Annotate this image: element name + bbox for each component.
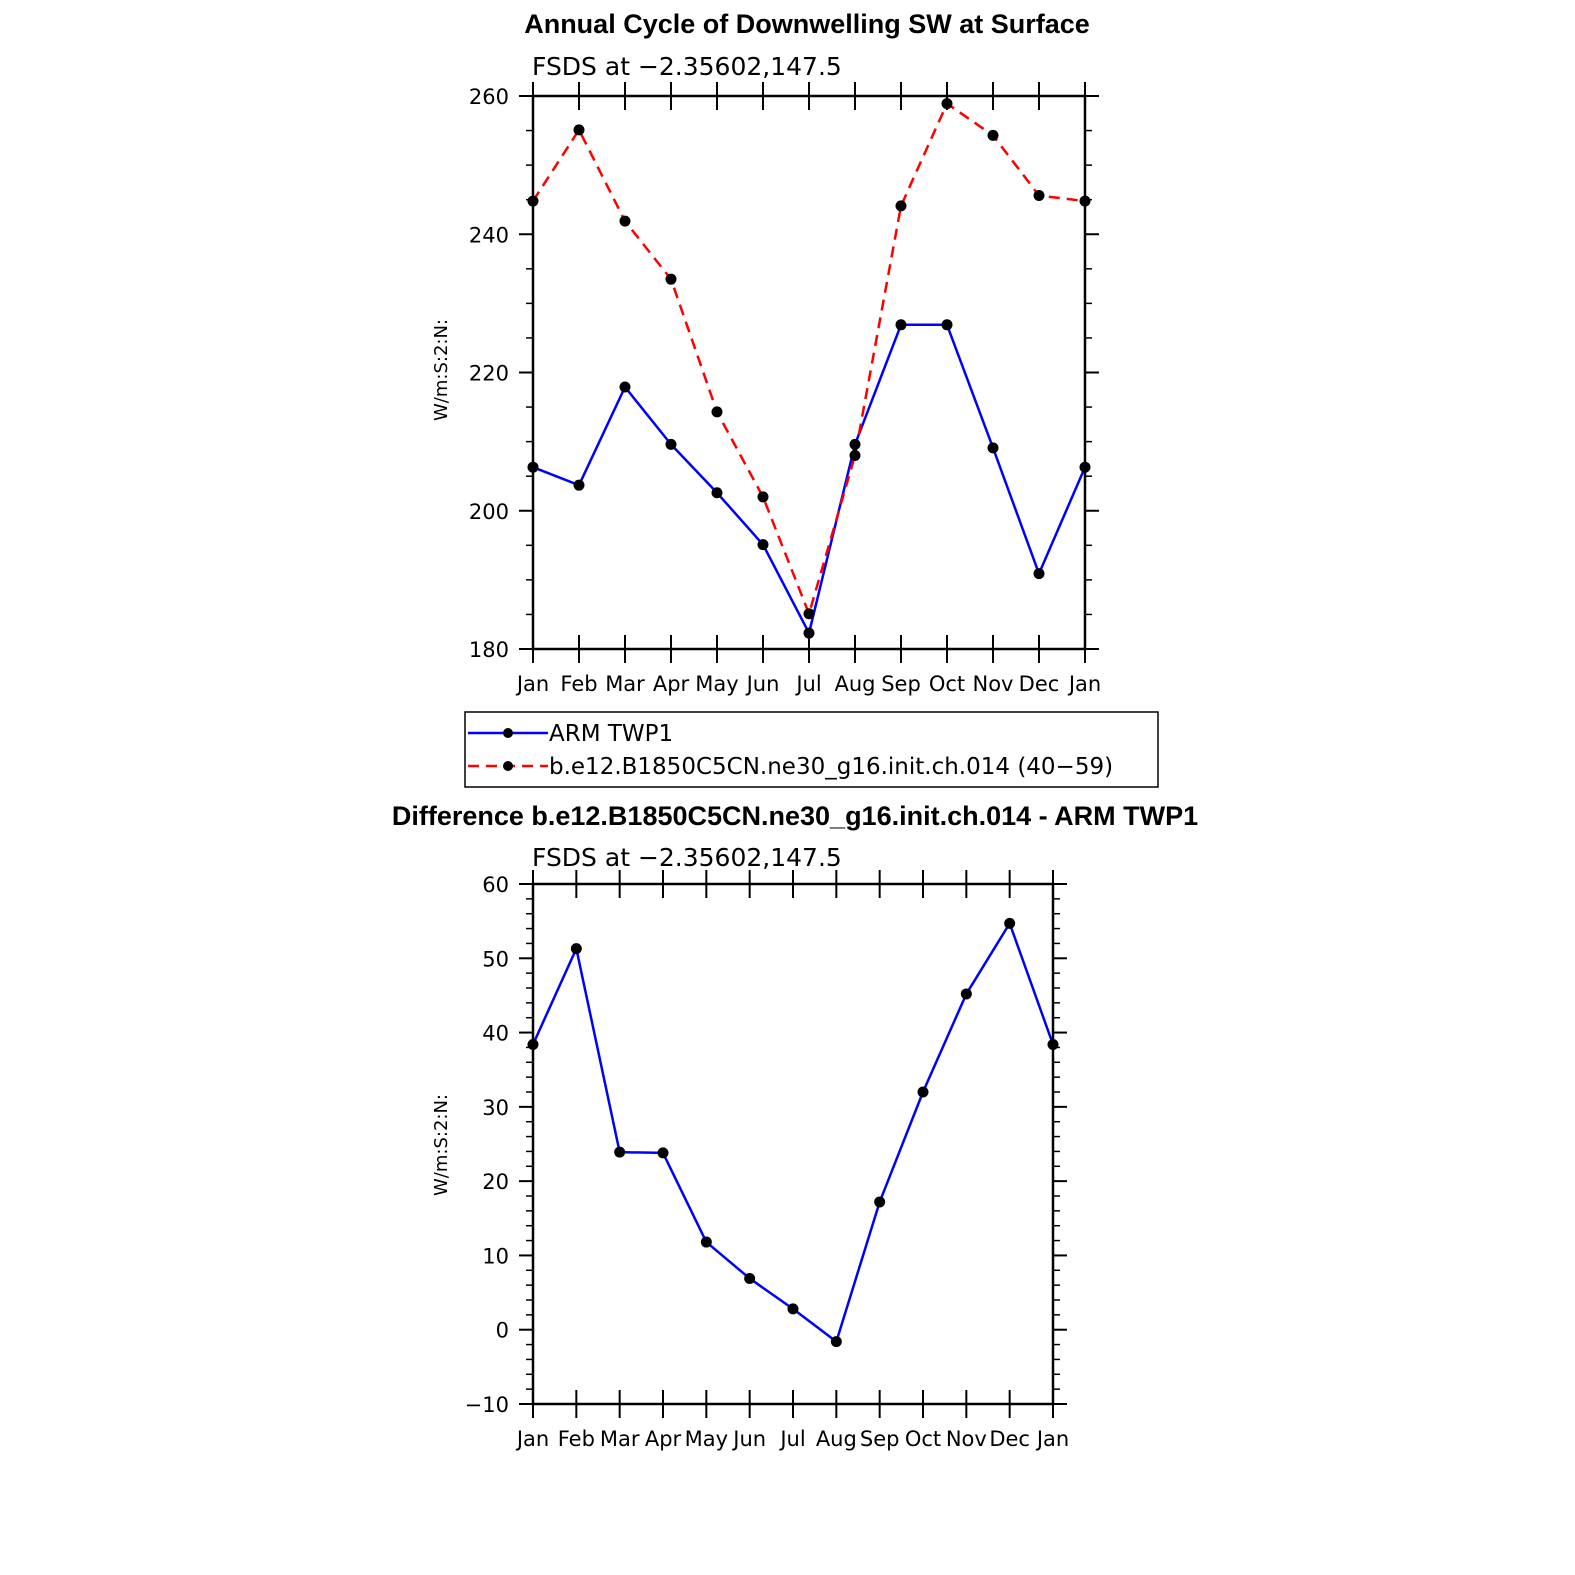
top-chart-x-tick-label: Oct	[929, 672, 965, 696]
top-chart-series-0-point	[573, 479, 585, 491]
top-chart-series-0-point	[803, 627, 815, 639]
top-chart-y-axis-label: W/m:S:2:N:	[431, 319, 452, 421]
top-chart-x-tick-label: Nov	[973, 672, 1014, 696]
legend-label-model: b.e12.B1850C5CN.ne30_g16.init.ch.014 (40…	[549, 754, 1113, 780]
top-chart-series-0-point	[711, 487, 723, 499]
bottom-chart-x-tick-label: Feb	[558, 1427, 595, 1451]
bottom-chart-y-tick-label: 40	[482, 1022, 509, 1046]
top-chart-x-tick-label: Apr	[653, 672, 690, 696]
bottom-chart-x-tick-label: Nov	[946, 1427, 987, 1451]
top-chart-x-tick-label: Feb	[560, 672, 597, 696]
top-chart-series-1-point	[711, 406, 723, 418]
bottom-chart-y-axis-label: W/m:S:2:N:	[431, 1094, 452, 1196]
top-chart-x-tick-label: Sep	[881, 672, 921, 696]
bottom-chart-series-0-point	[744, 1272, 756, 1284]
bottom-chart-x-tick-label: Aug	[816, 1427, 857, 1451]
top-chart-series-0-point	[1033, 568, 1045, 580]
top-chart-x-tick-label: Dec	[1019, 672, 1060, 696]
top-chart-series-1-point	[757, 491, 769, 503]
bottom-chart-series-0-point	[830, 1336, 842, 1348]
bottom-chart-y-tick-label: −10	[465, 1393, 509, 1417]
top-chart-x-tick-label: Aug	[834, 672, 875, 696]
bottom-chart-series-0-point	[570, 943, 582, 955]
bottom-chart-x-tick-label: Jul	[778, 1427, 805, 1451]
bottom-chart-x-tick-label: Dec	[989, 1427, 1030, 1451]
top-chart-series-1-point	[665, 273, 677, 285]
bottom-chart-x-tick-label: Apr	[645, 1427, 682, 1451]
bottom-chart-series-0-point	[657, 1147, 669, 1159]
top-chart-x-tick-label: Jul	[794, 672, 821, 696]
bottom-chart-frame	[531, 882, 1055, 1406]
top-chart-series-1-point	[573, 124, 585, 136]
top-chart-frame	[531, 94, 1087, 651]
top-chart-y-tick-label: 180	[469, 638, 509, 662]
bottom-chart-x-tick-label: Mar	[600, 1427, 640, 1451]
bottom-chart-x-tick-label: Oct	[905, 1427, 941, 1451]
top-chart-series-0-point	[895, 319, 907, 331]
bottom-chart-series-0-point	[1004, 917, 1016, 929]
top-chart-y-tick-label: 240	[469, 223, 509, 247]
legend: ARM TWP1 b.e12.B1850C5CN.ne30_g16.init.c…	[464, 711, 1159, 788]
legend-marker-model	[503, 761, 513, 771]
bottom-chart-title: Difference b.e12.B1850C5CN.ne30_g16.init…	[392, 801, 1198, 831]
bottom-chart-x-tick-label: Jan	[515, 1427, 549, 1451]
bottom-chart-y-tick-label: 30	[482, 1096, 509, 1120]
bottom-chart-x-tick-label: May	[685, 1427, 728, 1451]
bottom-chart-x-tick-label: Sep	[860, 1427, 900, 1451]
top-chart-x-tick-label: Jan	[1067, 672, 1101, 696]
bottom-chart-y-tick-label: 0	[496, 1319, 509, 1343]
top-chart-series-0-point	[849, 438, 861, 450]
top-chart-series-1-point	[619, 215, 631, 227]
bottom-chart-x-tick-label: Jan	[1035, 1427, 1069, 1451]
top-chart-series-1-point	[849, 449, 861, 461]
bottom-chart-y-tick-label: 20	[482, 1170, 509, 1194]
bottom-chart-series-0-point	[700, 1236, 712, 1248]
legend-marker-arm	[503, 728, 513, 738]
top-chart-ticks: Jan Feb Mar Apr May Jun Jul Aug Sep Oct Nov Dec Jan1…	[469, 82, 1101, 696]
top-chart-x-tick-label: Mar	[605, 672, 645, 696]
top-chart-series-line-1	[531, 102, 1086, 615]
bottom-chart-series-0-point	[787, 1303, 799, 1315]
bottom-chart-series-line-0	[531, 922, 1055, 1343]
legend-label-arm: ARM TWP1	[549, 721, 673, 747]
bottom-chart-series-0-point	[874, 1196, 886, 1208]
legend-box	[464, 711, 1159, 788]
bottom-chart-series	[527, 917, 1059, 1348]
top-chart-series-0-point	[987, 442, 999, 454]
bottom-chart-series-0-point	[614, 1146, 626, 1158]
top-chart-series-1-point	[987, 129, 999, 141]
bottom-chart-subtitle: FSDS at −2.35602,147.5	[532, 843, 842, 872]
top-chart-series-1-point	[1033, 190, 1045, 202]
top-chart-series-0-point	[665, 438, 677, 450]
bottom-chart-x-tick-label: Jun	[731, 1427, 766, 1451]
top-chart-x-tick-label: May	[695, 672, 738, 696]
top-chart-y-tick-label: 220	[469, 362, 509, 386]
top-chart-y-tick-label: 260	[469, 85, 509, 109]
bottom-chart-series-0-point	[960, 988, 972, 1000]
top-chart-series-1-point	[941, 98, 953, 110]
top-chart-series-line-0	[532, 323, 1087, 635]
bottom-chart-y-tick-label: 50	[482, 947, 509, 971]
bottom-chart-y-tick-label: 10	[482, 1244, 509, 1268]
top-chart-y-tick-label: 200	[469, 500, 509, 524]
top-chart-series-0-point	[941, 319, 953, 331]
top-chart: Annual Cycle of Downwelling SW at Surfac…	[431, 9, 1101, 696]
bottom-chart-series-0-point	[917, 1086, 929, 1098]
bottom-chart-ticks: Jan Feb Mar Apr May Jun Jul Aug Sep Oct Nov Dec Jan−…	[465, 870, 1069, 1451]
top-chart-series-0-point	[619, 381, 631, 393]
top-chart-series-0-point	[757, 539, 769, 551]
bottom-chart: Difference b.e12.B1850C5CN.ne30_g16.init…	[392, 801, 1198, 1451]
top-chart-x-tick-label: Jun	[745, 672, 780, 696]
top-chart-series	[527, 98, 1091, 639]
top-chart-title: Annual Cycle of Downwelling SW at Surfac…	[524, 9, 1090, 39]
top-chart-series-1-point	[895, 200, 907, 212]
top-chart-x-tick-label: Jan	[515, 672, 549, 696]
top-chart-series-1-point	[803, 608, 815, 620]
top-chart-subtitle: FSDS at −2.35602,147.5	[532, 52, 842, 81]
bottom-chart-y-tick-label: 60	[482, 873, 509, 897]
